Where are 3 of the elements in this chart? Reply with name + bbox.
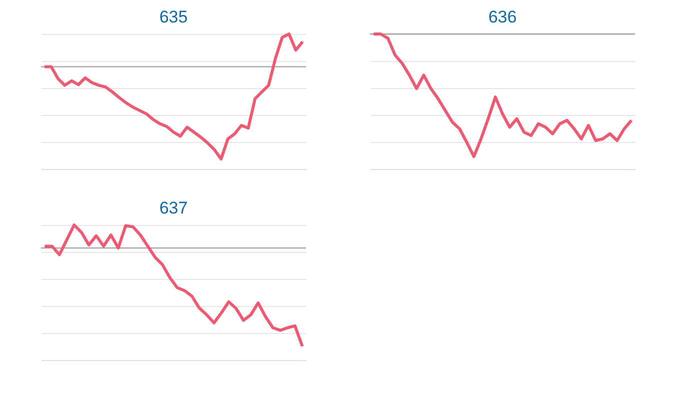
chart-title: 635 [159,8,188,26]
chart-title: 636 [488,8,517,26]
chart-title: 637 [159,198,188,218]
